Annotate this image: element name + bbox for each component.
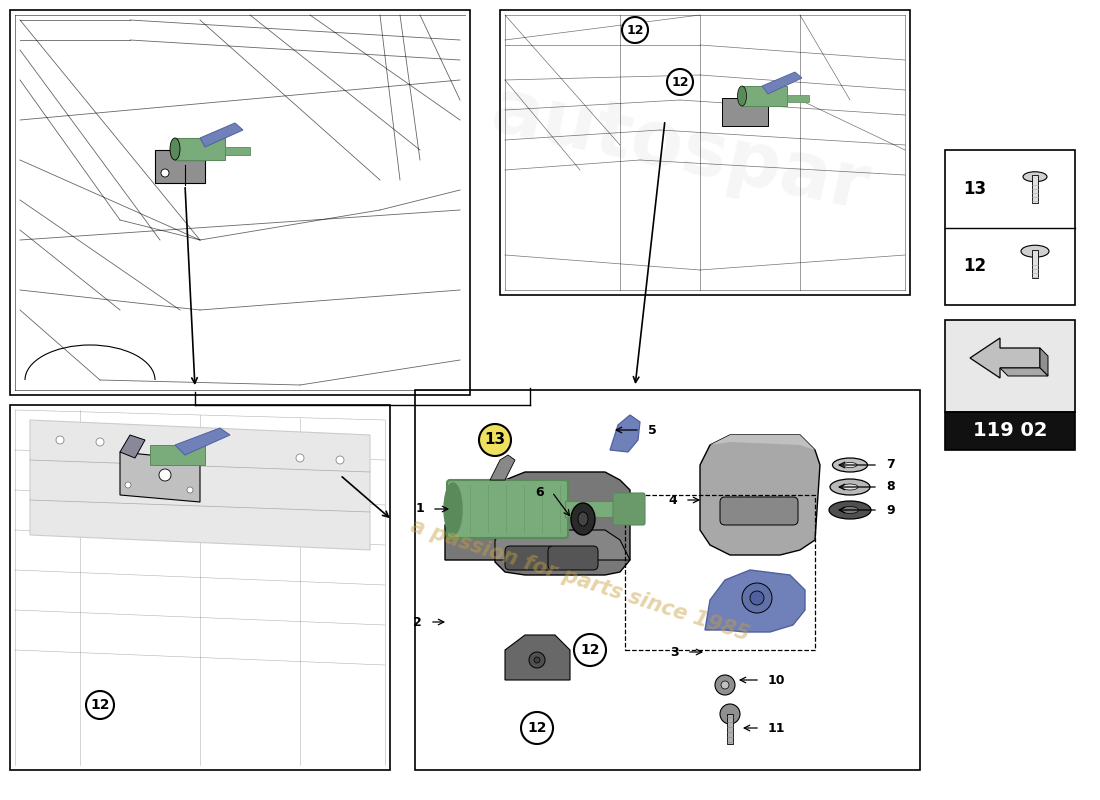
Ellipse shape xyxy=(830,479,870,495)
Polygon shape xyxy=(705,570,805,632)
Polygon shape xyxy=(1040,348,1048,376)
Text: 12: 12 xyxy=(527,721,547,735)
Ellipse shape xyxy=(842,506,858,514)
Bar xyxy=(10,405,390,770)
Polygon shape xyxy=(505,635,570,680)
Polygon shape xyxy=(446,472,630,575)
Text: 12: 12 xyxy=(626,23,644,37)
Ellipse shape xyxy=(578,512,588,526)
Text: 7: 7 xyxy=(886,458,894,471)
Bar xyxy=(1032,174,1038,202)
Polygon shape xyxy=(120,452,200,502)
FancyBboxPatch shape xyxy=(505,546,556,570)
Text: 13: 13 xyxy=(962,180,986,198)
Text: 6: 6 xyxy=(536,486,544,498)
Polygon shape xyxy=(1000,368,1048,376)
Bar xyxy=(945,412,1075,450)
Polygon shape xyxy=(30,420,370,550)
Polygon shape xyxy=(200,123,243,147)
Polygon shape xyxy=(155,150,205,183)
Circle shape xyxy=(187,487,192,493)
Circle shape xyxy=(534,657,540,663)
Text: 12: 12 xyxy=(90,698,110,712)
Circle shape xyxy=(478,424,512,456)
Circle shape xyxy=(56,436,64,444)
FancyBboxPatch shape xyxy=(613,493,645,525)
Circle shape xyxy=(750,591,764,605)
Text: 11: 11 xyxy=(768,722,785,734)
Circle shape xyxy=(621,17,648,43)
Circle shape xyxy=(160,469,170,481)
Bar xyxy=(226,147,250,155)
Circle shape xyxy=(96,438,104,446)
Bar xyxy=(742,86,786,106)
Ellipse shape xyxy=(170,138,180,160)
Text: 12: 12 xyxy=(581,643,600,657)
Bar xyxy=(1032,250,1038,278)
Bar xyxy=(786,95,808,102)
Bar xyxy=(565,501,625,517)
Bar xyxy=(625,495,815,650)
Bar xyxy=(500,10,910,295)
Circle shape xyxy=(574,634,606,666)
Circle shape xyxy=(161,169,169,177)
Bar xyxy=(10,10,470,395)
Polygon shape xyxy=(490,455,515,480)
Text: 8: 8 xyxy=(886,481,894,494)
Text: 9: 9 xyxy=(886,503,894,517)
Text: 4: 4 xyxy=(669,494,676,506)
Text: 12: 12 xyxy=(962,258,986,275)
Ellipse shape xyxy=(737,86,747,106)
Text: 13: 13 xyxy=(484,433,506,447)
Text: 1: 1 xyxy=(416,502,424,515)
Text: 119 02: 119 02 xyxy=(972,422,1047,441)
Bar xyxy=(175,138,226,160)
Polygon shape xyxy=(722,98,768,126)
Bar xyxy=(415,390,920,770)
FancyBboxPatch shape xyxy=(720,497,798,525)
Circle shape xyxy=(742,583,772,613)
Circle shape xyxy=(720,704,740,724)
Circle shape xyxy=(296,454,304,462)
Circle shape xyxy=(336,456,344,464)
FancyBboxPatch shape xyxy=(548,546,598,570)
Polygon shape xyxy=(495,530,630,560)
Circle shape xyxy=(86,691,114,719)
Polygon shape xyxy=(762,72,802,94)
Circle shape xyxy=(521,712,553,744)
Circle shape xyxy=(715,675,735,695)
Ellipse shape xyxy=(842,484,858,490)
Circle shape xyxy=(667,69,693,95)
Text: 2: 2 xyxy=(414,615,422,629)
Circle shape xyxy=(720,681,729,689)
Ellipse shape xyxy=(843,462,857,467)
Text: 12: 12 xyxy=(671,75,689,89)
Ellipse shape xyxy=(833,458,868,472)
Bar xyxy=(150,445,205,465)
Text: a passion for parts since 1985: a passion for parts since 1985 xyxy=(408,516,752,644)
Polygon shape xyxy=(700,435,820,555)
Bar xyxy=(945,150,1075,305)
Ellipse shape xyxy=(444,483,462,535)
Polygon shape xyxy=(120,435,145,458)
Circle shape xyxy=(529,652,544,668)
Polygon shape xyxy=(610,415,640,452)
Bar xyxy=(727,714,733,744)
Ellipse shape xyxy=(1021,246,1049,258)
Polygon shape xyxy=(970,338,1040,378)
Ellipse shape xyxy=(829,501,871,519)
Circle shape xyxy=(125,482,131,488)
Polygon shape xyxy=(710,435,815,450)
Bar xyxy=(945,320,1075,412)
Text: 10: 10 xyxy=(768,674,785,686)
Text: 3: 3 xyxy=(670,646,679,658)
Ellipse shape xyxy=(571,503,595,535)
Text: autospar: autospar xyxy=(484,74,876,226)
FancyBboxPatch shape xyxy=(447,480,568,538)
Text: 5: 5 xyxy=(648,423,657,437)
Ellipse shape xyxy=(1023,172,1047,182)
Polygon shape xyxy=(175,428,230,455)
